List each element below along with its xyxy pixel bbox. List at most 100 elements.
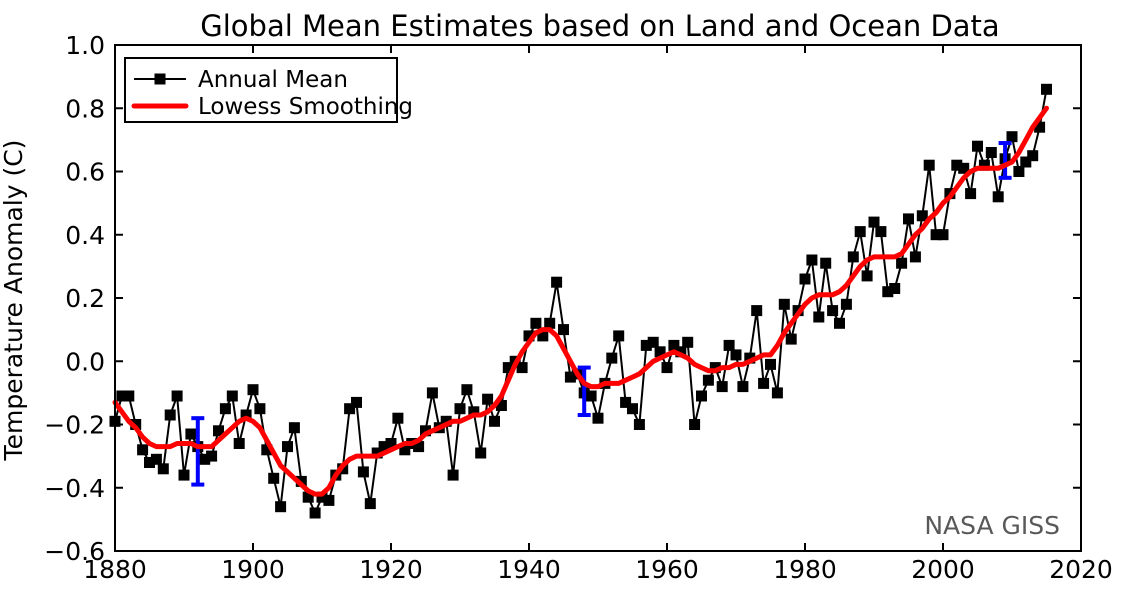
data-point (806, 254, 818, 266)
data-point (958, 162, 970, 174)
data-point (461, 384, 473, 396)
data-point (502, 362, 514, 374)
data-point (316, 491, 328, 503)
data-point (1034, 121, 1046, 133)
data-point (992, 191, 1004, 203)
annual-mean-series-line (114, 89, 1048, 516)
data-point (137, 444, 149, 456)
data-point (468, 406, 480, 418)
data-point (413, 441, 425, 453)
data-point (834, 317, 845, 329)
x-tick-label: 1940 (497, 555, 561, 584)
data-point (323, 494, 335, 506)
data-point (309, 507, 321, 519)
data-point (972, 140, 983, 152)
data-point (199, 453, 211, 465)
data-point (275, 501, 287, 513)
data-point (592, 412, 604, 424)
chart-title: Global Mean Estimates based on Land and … (200, 9, 999, 43)
data-point (889, 283, 901, 294)
data-point (254, 403, 266, 415)
data-point (882, 286, 894, 298)
data-point (392, 412, 404, 424)
data-point (923, 159, 935, 171)
data-point (778, 298, 790, 310)
data-point (233, 438, 245, 449)
data-point (357, 466, 369, 478)
data-point (420, 425, 431, 437)
data-point (1041, 83, 1052, 95)
data-point (123, 390, 135, 402)
data-point (206, 450, 218, 462)
y-tick-label: 1.0 (65, 31, 105, 60)
data-point (537, 330, 549, 342)
data-point (523, 330, 535, 342)
data-point (813, 311, 825, 323)
data-point (827, 305, 839, 317)
data-point (344, 403, 356, 415)
error-bar (577, 365, 591, 418)
data-point (371, 447, 383, 459)
x-tick-label: 1960 (635, 555, 699, 584)
data-point (640, 339, 652, 351)
data-point (771, 387, 783, 399)
data-point (985, 147, 997, 158)
data-point (1020, 156, 1032, 168)
lowess-series-line (112, 105, 1049, 497)
data-point (854, 226, 866, 238)
data-point (282, 441, 293, 453)
data-point (978, 159, 990, 171)
data-point (1027, 150, 1039, 162)
data-point (716, 381, 728, 393)
y-tick-label: 0.0 (65, 347, 105, 376)
x-tick-label: 1900 (221, 555, 285, 584)
y-tick-label: 0.8 (65, 94, 105, 123)
error-bar (191, 416, 205, 487)
data-point (213, 425, 224, 437)
data-point (696, 390, 707, 402)
data-point (489, 415, 500, 427)
data-point (875, 226, 887, 238)
data-point (116, 390, 128, 402)
watermark: NASA GISS (924, 511, 1060, 540)
data-point (1013, 166, 1025, 177)
data-point (627, 403, 638, 415)
data-point (164, 409, 176, 421)
legend-item-annual-mean: Annual Mean (134, 67, 348, 93)
data-point (564, 371, 576, 383)
data-point (551, 276, 563, 288)
plot-area: 1880 1900 1920 1940 1960 1980 2000 2020 −0.6 −0.4… (44, 31, 1113, 584)
data-point (723, 339, 735, 351)
data-point (799, 273, 811, 285)
legend-item-lowess-smoothing: Lowess Smoothing (131, 94, 413, 120)
data-point (558, 324, 569, 336)
legend-box (124, 57, 398, 123)
data-point (240, 409, 252, 421)
data-point (1006, 131, 1018, 143)
data-point (916, 210, 928, 222)
data-point (737, 381, 749, 393)
y-tick-label: −0.2 (44, 411, 105, 440)
data-point (868, 216, 880, 228)
data-point (820, 257, 832, 269)
data-point (150, 453, 162, 465)
data-point (482, 393, 494, 405)
data-point (689, 419, 701, 430)
data-point (530, 317, 542, 329)
data-point (268, 472, 280, 484)
data-point (751, 305, 763, 317)
data-point (909, 251, 921, 263)
data-point (385, 438, 397, 449)
data-point (620, 396, 632, 408)
data-point (495, 400, 507, 411)
x-tick-label: 2000 (911, 555, 975, 584)
data-point (544, 317, 556, 329)
data-point (219, 403, 231, 415)
x-tick-label: 2020 (1049, 555, 1113, 584)
y-axis-label: Temperature Anomaly (C) (0, 140, 28, 462)
x-tick-label: 1980 (773, 555, 837, 584)
data-point (475, 447, 487, 459)
data-point (847, 251, 859, 263)
